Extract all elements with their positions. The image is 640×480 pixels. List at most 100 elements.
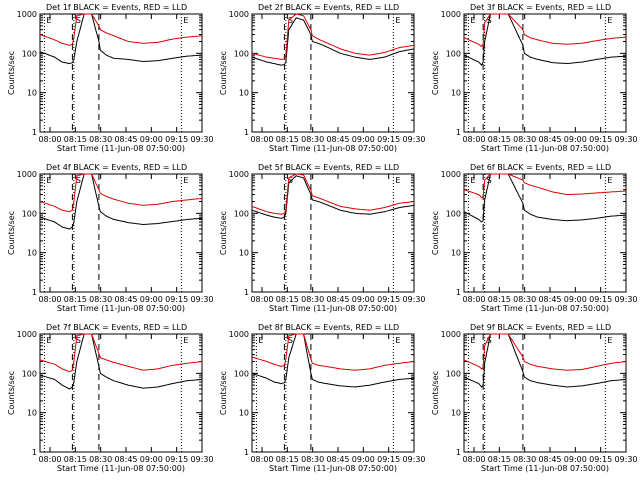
plot-frame xyxy=(251,333,415,453)
y-axis-label: Counts/sec xyxy=(219,51,228,95)
series-line-black xyxy=(463,333,627,388)
x-tick-label: 08:00 xyxy=(250,295,273,304)
marker-label: E xyxy=(470,176,475,185)
marker-label: S xyxy=(76,16,81,25)
x-tick-label: 08:15 xyxy=(276,135,299,144)
x-tick-label: 08:15 xyxy=(488,455,511,464)
y-tick-label: 10 xyxy=(239,249,249,258)
x-tick-label: 09:15 xyxy=(165,455,188,464)
chart-title: Det 3f BLACK = Events, RED = LLD xyxy=(470,3,611,12)
x-axis-label: Start Time (11-Jun-08 07:50:00) xyxy=(481,144,609,153)
y-tick-label: 1 xyxy=(456,448,461,457)
x-tick-label: 08:45 xyxy=(114,135,137,144)
x-tick-label: 09:00 xyxy=(140,455,163,464)
chart-panel-8: Det 8f BLACK = Events, RED = LLD 1 10 100 10… xyxy=(219,323,426,473)
y-tick-label: 1 xyxy=(244,128,249,137)
y-tick-label: 100 xyxy=(22,369,37,378)
x-tick-label: 09:30 xyxy=(402,295,425,304)
y-tick-label: 10 xyxy=(239,409,249,418)
x-tick-label: 08:45 xyxy=(538,455,561,464)
y-tick-label: 10 xyxy=(451,89,461,98)
marker-label: E xyxy=(607,336,612,345)
x-tick-label: 08:00 xyxy=(250,135,273,144)
x-tick-label: 08:15 xyxy=(64,135,87,144)
marker-label: E xyxy=(470,336,475,345)
series-line-red xyxy=(251,333,415,371)
series-line-black xyxy=(251,175,415,219)
y-tick-label: 100 xyxy=(22,209,37,218)
y-tick-label: 10 xyxy=(451,249,461,258)
x-tick-label: 09:00 xyxy=(352,295,375,304)
y-tick-label: 10 xyxy=(451,409,461,418)
marker-label: E xyxy=(183,16,188,25)
y-tick-label: 1000 xyxy=(229,330,249,339)
chart-title: Det 2f BLACK = Events, RED = LLD xyxy=(258,3,399,12)
y-tick-label: 1000 xyxy=(17,330,37,339)
chart-panel-2: Det 2f BLACK = Events, RED = LLD 1 10 100 10… xyxy=(219,3,426,153)
x-tick-label: 09:00 xyxy=(564,455,587,464)
x-tick-label: 09:15 xyxy=(165,135,188,144)
series-line-red xyxy=(39,173,203,213)
chart-panel-9: Det 9f BLACK = Events, RED = LLD 1 10 100 10… xyxy=(431,323,638,473)
plot-frame xyxy=(39,13,203,133)
marker-label: E xyxy=(607,16,612,25)
x-axis-label: Start Time (11-Jun-08 07:50:00) xyxy=(57,144,185,153)
y-tick-label: 100 xyxy=(234,209,249,218)
y-tick-label: 1 xyxy=(32,448,37,457)
x-tick-label: 08:00 xyxy=(462,455,485,464)
series-line-red xyxy=(39,333,203,373)
marker-label: E xyxy=(46,16,51,25)
x-tick-label: 09:30 xyxy=(614,455,637,464)
marker-label: E xyxy=(46,336,51,345)
marker-label: S xyxy=(288,16,293,25)
x-tick-label: 09:15 xyxy=(589,135,612,144)
x-tick-label: 08:00 xyxy=(38,135,61,144)
x-axis-label: Start Time (11-Jun-08 07:50:00) xyxy=(269,304,397,313)
x-tick-label: 08:45 xyxy=(326,455,349,464)
y-tick-label: 100 xyxy=(22,49,37,58)
x-tick-label: 08:30 xyxy=(89,455,112,464)
x-tick-label: 09:30 xyxy=(614,135,637,144)
series-line-red xyxy=(39,13,203,46)
chart-title: Det 5f BLACK = Events, RED = LLD xyxy=(258,163,399,172)
series-line-black xyxy=(39,13,203,65)
x-tick-label: 09:15 xyxy=(377,135,400,144)
x-tick-label: 08:30 xyxy=(89,135,112,144)
x-tick-label: 09:15 xyxy=(377,455,400,464)
x-tick-label: 08:15 xyxy=(64,455,87,464)
x-tick-label: 09:30 xyxy=(190,135,213,144)
y-tick-label: 100 xyxy=(446,209,461,218)
x-tick-label: 08:45 xyxy=(326,135,349,144)
x-tick-label: 08:30 xyxy=(301,135,324,144)
chart-title: Det 1f BLACK = Events, RED = LLD xyxy=(46,3,187,12)
y-tick-label: 100 xyxy=(234,49,249,58)
chart-panel-7: Det 7f BLACK = Events, RED = LLD 1 10 100 10… xyxy=(7,323,214,473)
plot-frame xyxy=(463,173,627,293)
plot-frame xyxy=(463,333,627,453)
y-axis-label: Counts/sec xyxy=(7,51,16,95)
x-tick-label: 09:00 xyxy=(564,295,587,304)
x-tick-label: 09:30 xyxy=(190,455,213,464)
series-line-red xyxy=(463,333,627,371)
x-tick-label: 08:30 xyxy=(513,135,536,144)
x-tick-label: 09:15 xyxy=(165,295,188,304)
chart-panel-1: Det 1f BLACK = Events, RED = LLD 1 10 100 10… xyxy=(7,3,214,153)
x-axis-label: Start Time (11-Jun-08 07:50:00) xyxy=(481,464,609,473)
x-tick-label: 09:00 xyxy=(564,135,587,144)
y-tick-label: 1000 xyxy=(17,170,37,179)
series-line-black xyxy=(39,173,203,230)
series-line-black xyxy=(251,333,415,388)
y-tick-label: 1000 xyxy=(17,10,37,19)
x-tick-label: 08:15 xyxy=(64,295,87,304)
marker-label: S xyxy=(288,336,293,345)
x-tick-label: 08:00 xyxy=(38,295,61,304)
series-line-black xyxy=(251,17,415,66)
y-axis-label: Counts/sec xyxy=(219,371,228,415)
plot-frame xyxy=(39,173,203,293)
series-line-red xyxy=(463,13,627,48)
plot-frame xyxy=(463,13,627,133)
x-tick-label: 08:45 xyxy=(538,295,561,304)
chart-title: Det 9f BLACK = Events, RED = LLD xyxy=(470,323,611,332)
chart-title: Det 7f BLACK = Events, RED = LLD xyxy=(46,323,187,332)
